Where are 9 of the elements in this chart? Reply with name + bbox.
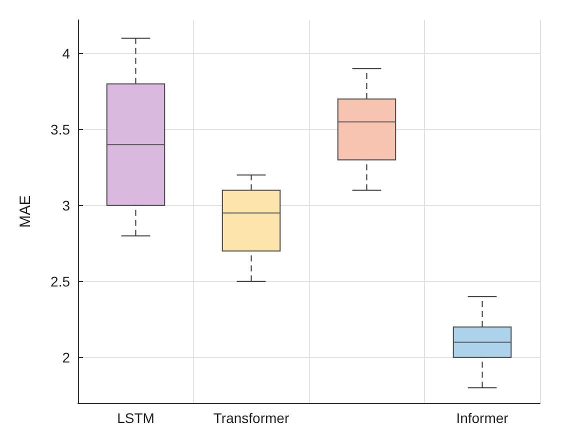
y-tick-label: 2 <box>62 349 70 366</box>
y-tick-label: 4 <box>62 45 70 62</box>
x-tick-label: Transformer <box>213 410 290 426</box>
y-tick-label: 3 <box>62 197 70 214</box>
x-tick-label: Informer <box>456 410 509 426</box>
y-axis-title: MAE <box>17 195 34 228</box>
y-tick-label: 2.5 <box>50 273 70 290</box>
x-tick-label: LSTM <box>117 410 154 426</box>
y-tick-label: 3.5 <box>50 121 70 138</box>
